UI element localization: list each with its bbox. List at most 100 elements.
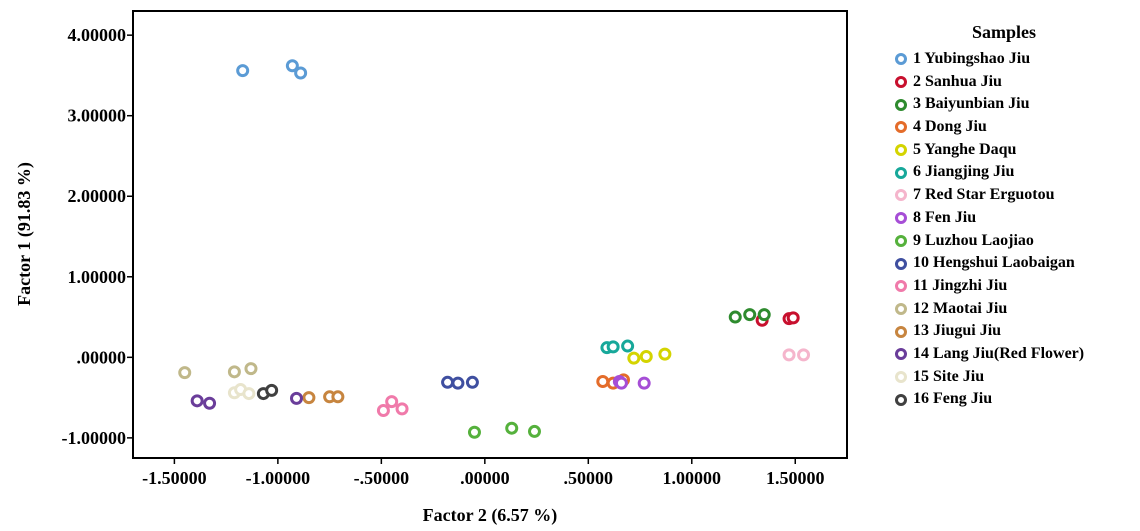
legend-label: 3 Baiyunbian Jiu (913, 95, 1030, 113)
legend-marker-icon (895, 76, 907, 89)
y-axis-ticks: -1.00000 .00000 1.00000 2.00000 3.00000 4.000… (62, 25, 133, 448)
data-point (289, 391, 303, 405)
legend-label: 5 Yanghe Daqu (913, 140, 1017, 158)
legend-label: 14 Lang Jiu(Red Flower) (913, 344, 1085, 362)
legend-label: 7 Red Star Erguotou (913, 186, 1055, 204)
legend-item: 4 Dong Jiu (895, 116, 1135, 139)
data-point (395, 402, 409, 416)
data-point (465, 375, 479, 389)
legend-marker-icon (895, 370, 907, 383)
x-tick-label: 1.50000 (766, 468, 825, 488)
legend-marker-icon (895, 325, 907, 338)
legend-item: 13 Jiugui Jiu (895, 320, 1135, 343)
legend-marker-icon (895, 302, 907, 315)
legend-item: 6 Jiangjing Jiu (895, 161, 1135, 184)
x-tick-label: .00000 (460, 468, 510, 488)
legend-item: 15 Site Jiu (895, 366, 1135, 389)
data-point (451, 376, 465, 390)
legend-marker-icon (895, 257, 907, 270)
legend-item: 12 Maotai Jiu (895, 298, 1135, 321)
legend-marker-icon (895, 53, 907, 66)
legend: Samples 1 Yubingshao Jiu 2 Sanhua Jiu 3 Ba… (895, 20, 1135, 411)
data-point (527, 424, 541, 438)
legend-item: 3 Baiyunbian Jiu (895, 93, 1135, 116)
data-point (621, 339, 635, 353)
y-tick-label: .00000 (77, 347, 127, 367)
legend-label: 15 Site Jiu (913, 367, 985, 385)
plot-area-frame (132, 10, 848, 459)
data-point (505, 421, 519, 435)
legend-marker-icon (895, 280, 907, 293)
data-point (178, 366, 192, 380)
legend-item: 2 Sanhua Jiu (895, 71, 1135, 94)
y-tick-label: -1.00000 (62, 428, 127, 448)
legend-marker-icon (895, 121, 907, 134)
data-point (302, 391, 316, 405)
legend-marker-icon (895, 348, 907, 361)
x-tick-label: -.50000 (354, 468, 410, 488)
data-points (178, 59, 811, 439)
legend-marker-icon (895, 166, 907, 179)
x-tick-label: -1.00000 (246, 468, 311, 488)
legend-label: 1 Yubingshao Jiu (913, 50, 1031, 67)
legend-items: 1 Yubingshao Jiu 2 Sanhua Jiu 3 Baiyunbian… (895, 48, 1135, 411)
data-point (743, 308, 757, 322)
legend-label: 9 Luzhou Laojiao (913, 231, 1034, 249)
data-point (285, 59, 299, 73)
data-point (627, 351, 641, 365)
data-point (786, 311, 800, 325)
data-point (265, 383, 279, 397)
data-point (203, 396, 217, 410)
legend-label: 13 Jiugui Jiu (913, 322, 1002, 340)
y-axis-label: Factor 1 (91.83 %) (14, 162, 35, 306)
legend-label: 6 Jiangjing Jiu (913, 163, 1015, 181)
legend-title: Samples (972, 22, 1037, 42)
legend-label: 10 Hengshui Laobaigan (913, 254, 1075, 272)
legend-marker-icon (895, 234, 907, 247)
data-point (467, 425, 481, 439)
legend-item: 5 Yanghe Daqu (895, 139, 1135, 162)
data-point (596, 374, 610, 388)
legend-item: 16 Feng Jiu (895, 388, 1135, 411)
legend-item: 1 Yubingshao Jiu (895, 48, 1135, 71)
legend-marker-icon (895, 212, 907, 225)
x-tick-label: 1.00000 (663, 468, 722, 488)
legend-marker-icon (895, 98, 907, 111)
legend-marker-icon (895, 144, 907, 157)
data-point (376, 403, 390, 417)
data-point (441, 375, 455, 389)
legend-item: 11 Jingzhi Jiu (895, 275, 1135, 298)
legend-label: 12 Maotai Jiu (913, 299, 1008, 317)
data-point (385, 395, 399, 409)
data-point (294, 66, 308, 80)
y-tick-label: 3.00000 (68, 106, 127, 126)
x-tick-label: .50000 (564, 468, 614, 488)
data-point (242, 387, 256, 401)
x-axis-ticks: -1.50000 -1.00000 -.50000 .00000 .50000 1.000… (142, 458, 825, 488)
legend-label: 2 Sanhua Jiu (913, 72, 1002, 90)
legend-item: 9 Luzhou Laojiao (895, 230, 1135, 253)
y-tick-label: 2.00000 (68, 186, 127, 206)
data-point (639, 350, 653, 364)
data-point (782, 348, 796, 362)
y-tick-label: 4.00000 (68, 25, 127, 45)
legend-label: 16 Feng Jiu (913, 390, 993, 408)
legend-item: 7 Red Star Erguotou (895, 184, 1135, 207)
data-point (658, 347, 672, 361)
legend-marker-icon (895, 393, 907, 406)
data-point (331, 390, 345, 404)
legend-item: 10 Hengshui Laobaigan (895, 252, 1135, 275)
legend-label: 8 Fen Jiu (913, 208, 977, 226)
data-point (236, 64, 250, 78)
data-point (190, 394, 204, 408)
x-tick-label: -1.50000 (142, 468, 207, 488)
legend-label: 4 Dong Jiu (913, 118, 987, 136)
data-point (606, 340, 620, 354)
data-point (614, 376, 628, 390)
x-axis-label: Factor 2 (6.57 %) (423, 505, 558, 526)
legend-marker-icon (895, 189, 907, 202)
data-point (797, 348, 811, 362)
data-point (757, 308, 771, 322)
data-point (637, 376, 651, 390)
